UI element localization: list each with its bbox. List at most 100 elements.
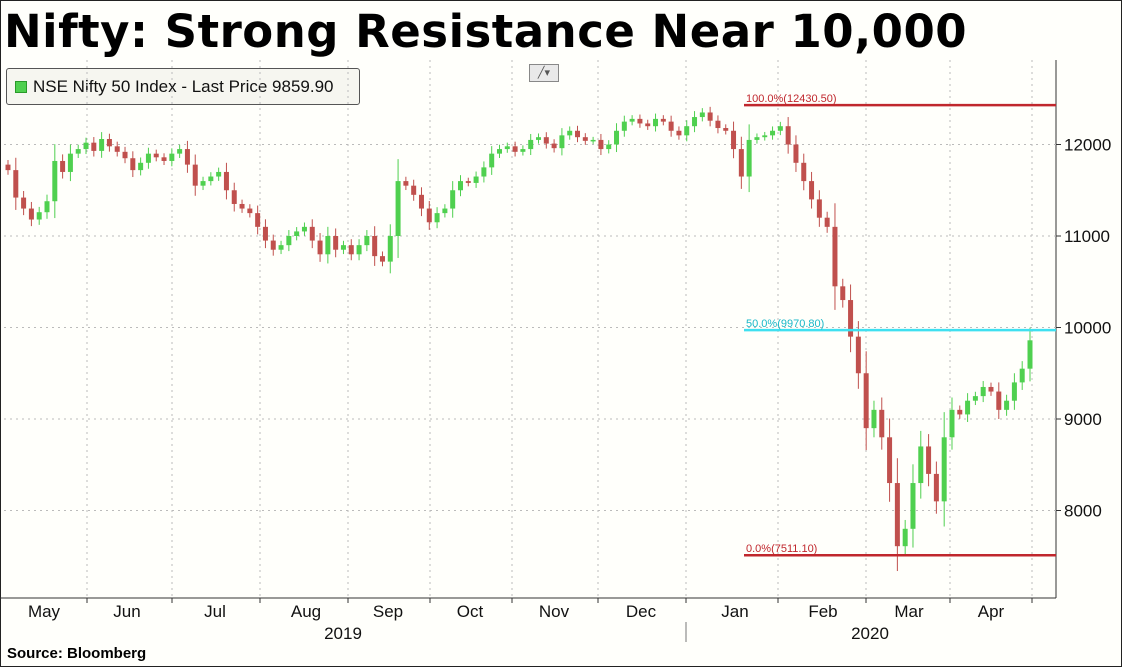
candle-body bbox=[52, 160, 58, 202]
candle-body bbox=[988, 386, 994, 392]
y-tick-label: 10000 bbox=[1064, 319, 1111, 338]
candle-body bbox=[793, 144, 799, 163]
candle-body bbox=[465, 181, 471, 183]
candle-body bbox=[177, 149, 183, 154]
candle-body bbox=[457, 181, 463, 191]
candle-body bbox=[403, 181, 409, 186]
candle-body bbox=[270, 240, 276, 250]
candle-body bbox=[848, 300, 854, 337]
candle-body bbox=[777, 126, 783, 131]
candle-body bbox=[871, 409, 877, 429]
candle-body bbox=[762, 135, 768, 138]
candle-body bbox=[902, 528, 908, 547]
candle-body bbox=[60, 160, 66, 172]
candle-body bbox=[13, 170, 19, 198]
candle-body bbox=[67, 153, 73, 172]
fib-level-label: 0.0%(7511.10) bbox=[746, 543, 817, 555]
candle-body bbox=[122, 151, 128, 159]
candle-body bbox=[418, 194, 424, 209]
candle-body bbox=[731, 130, 737, 150]
candle-body bbox=[832, 226, 838, 287]
candle-body bbox=[114, 146, 120, 152]
candle-body bbox=[44, 201, 50, 213]
chart-title: Nifty: Strong Resistance Near 10,000 bbox=[4, 5, 968, 58]
fib-level-label: 50.0%(9970.80) bbox=[746, 318, 824, 330]
candle-body bbox=[785, 126, 791, 145]
candle-body bbox=[278, 245, 284, 250]
x-year-label: 2019 bbox=[324, 624, 362, 643]
candle-body bbox=[130, 158, 136, 171]
candle-body bbox=[629, 118, 635, 122]
x-month-label: Jan bbox=[721, 602, 748, 621]
candle-body bbox=[528, 139, 534, 150]
candle-body bbox=[231, 190, 237, 204]
candle-body bbox=[442, 208, 448, 214]
candle-body bbox=[309, 226, 315, 241]
candle-body bbox=[192, 164, 198, 186]
candle-body bbox=[356, 245, 362, 255]
candle-body bbox=[684, 126, 690, 136]
candle-body bbox=[536, 137, 542, 140]
y-tick-label: 11000 bbox=[1064, 227, 1110, 246]
candle-body bbox=[348, 245, 354, 255]
candle-body bbox=[387, 236, 393, 262]
candle-body bbox=[567, 130, 573, 136]
candle-body bbox=[169, 153, 175, 161]
candle-body bbox=[216, 171, 222, 177]
candle-body bbox=[972, 396, 978, 401]
candle-body bbox=[91, 142, 97, 151]
x-month-label: Apr bbox=[978, 602, 1005, 621]
candle-body bbox=[1027, 340, 1033, 369]
candle-body bbox=[715, 120, 721, 129]
x-month-label: May bbox=[28, 602, 61, 621]
candle-body bbox=[200, 181, 206, 186]
candle-body bbox=[247, 208, 253, 214]
candle-body bbox=[801, 162, 807, 182]
candle-body bbox=[286, 236, 292, 246]
candle-body bbox=[996, 391, 1002, 410]
x-month-label: Jun bbox=[113, 602, 140, 621]
x-month-label: Oct bbox=[457, 602, 484, 621]
chart-type-button[interactable]: ╱▾ bbox=[529, 64, 559, 82]
candle-body bbox=[262, 226, 268, 241]
line-chart-icon: ╱▾ bbox=[537, 67, 551, 79]
candle-body bbox=[489, 153, 495, 168]
legend-swatch bbox=[15, 80, 27, 93]
candle-body bbox=[746, 139, 752, 177]
candle-body bbox=[1011, 382, 1017, 401]
candle-body bbox=[926, 446, 932, 474]
legend-box: NSE Nifty 50 Index - Last Price 9859.90 bbox=[6, 68, 360, 105]
candle-body bbox=[692, 117, 698, 127]
candle-body bbox=[411, 185, 417, 195]
candle-body bbox=[965, 400, 971, 415]
candle-body bbox=[551, 143, 557, 149]
candle-body bbox=[637, 118, 643, 124]
candle-body bbox=[99, 139, 105, 151]
candle-body bbox=[450, 190, 456, 209]
source-note: Source: Bloomberg bbox=[7, 645, 147, 662]
candle-body bbox=[645, 123, 651, 127]
candle-body bbox=[614, 130, 620, 145]
candle-body bbox=[75, 149, 81, 154]
candle-body bbox=[184, 149, 190, 165]
x-month-label: Nov bbox=[539, 602, 570, 621]
candle-body bbox=[364, 236, 370, 246]
legend-label: NSE Nifty 50 Index - Last Price 9859.90 bbox=[33, 76, 334, 96]
candle-body bbox=[473, 176, 479, 183]
candle-body bbox=[255, 213, 261, 227]
candle-body bbox=[496, 149, 502, 154]
candle-body bbox=[824, 217, 830, 227]
candle-body bbox=[1004, 400, 1010, 410]
candle-body bbox=[36, 212, 42, 220]
x-month-label: Dec bbox=[626, 602, 657, 621]
candle-body bbox=[512, 146, 518, 152]
candle-body bbox=[559, 135, 565, 149]
x-year-label: 2020 bbox=[851, 624, 889, 643]
x-month-label: Aug bbox=[291, 602, 321, 621]
candle-body bbox=[855, 336, 861, 374]
candle-body bbox=[957, 409, 963, 415]
candle-body bbox=[754, 137, 760, 140]
y-tick-label: 8000 bbox=[1064, 502, 1102, 521]
candle-body bbox=[598, 139, 604, 150]
